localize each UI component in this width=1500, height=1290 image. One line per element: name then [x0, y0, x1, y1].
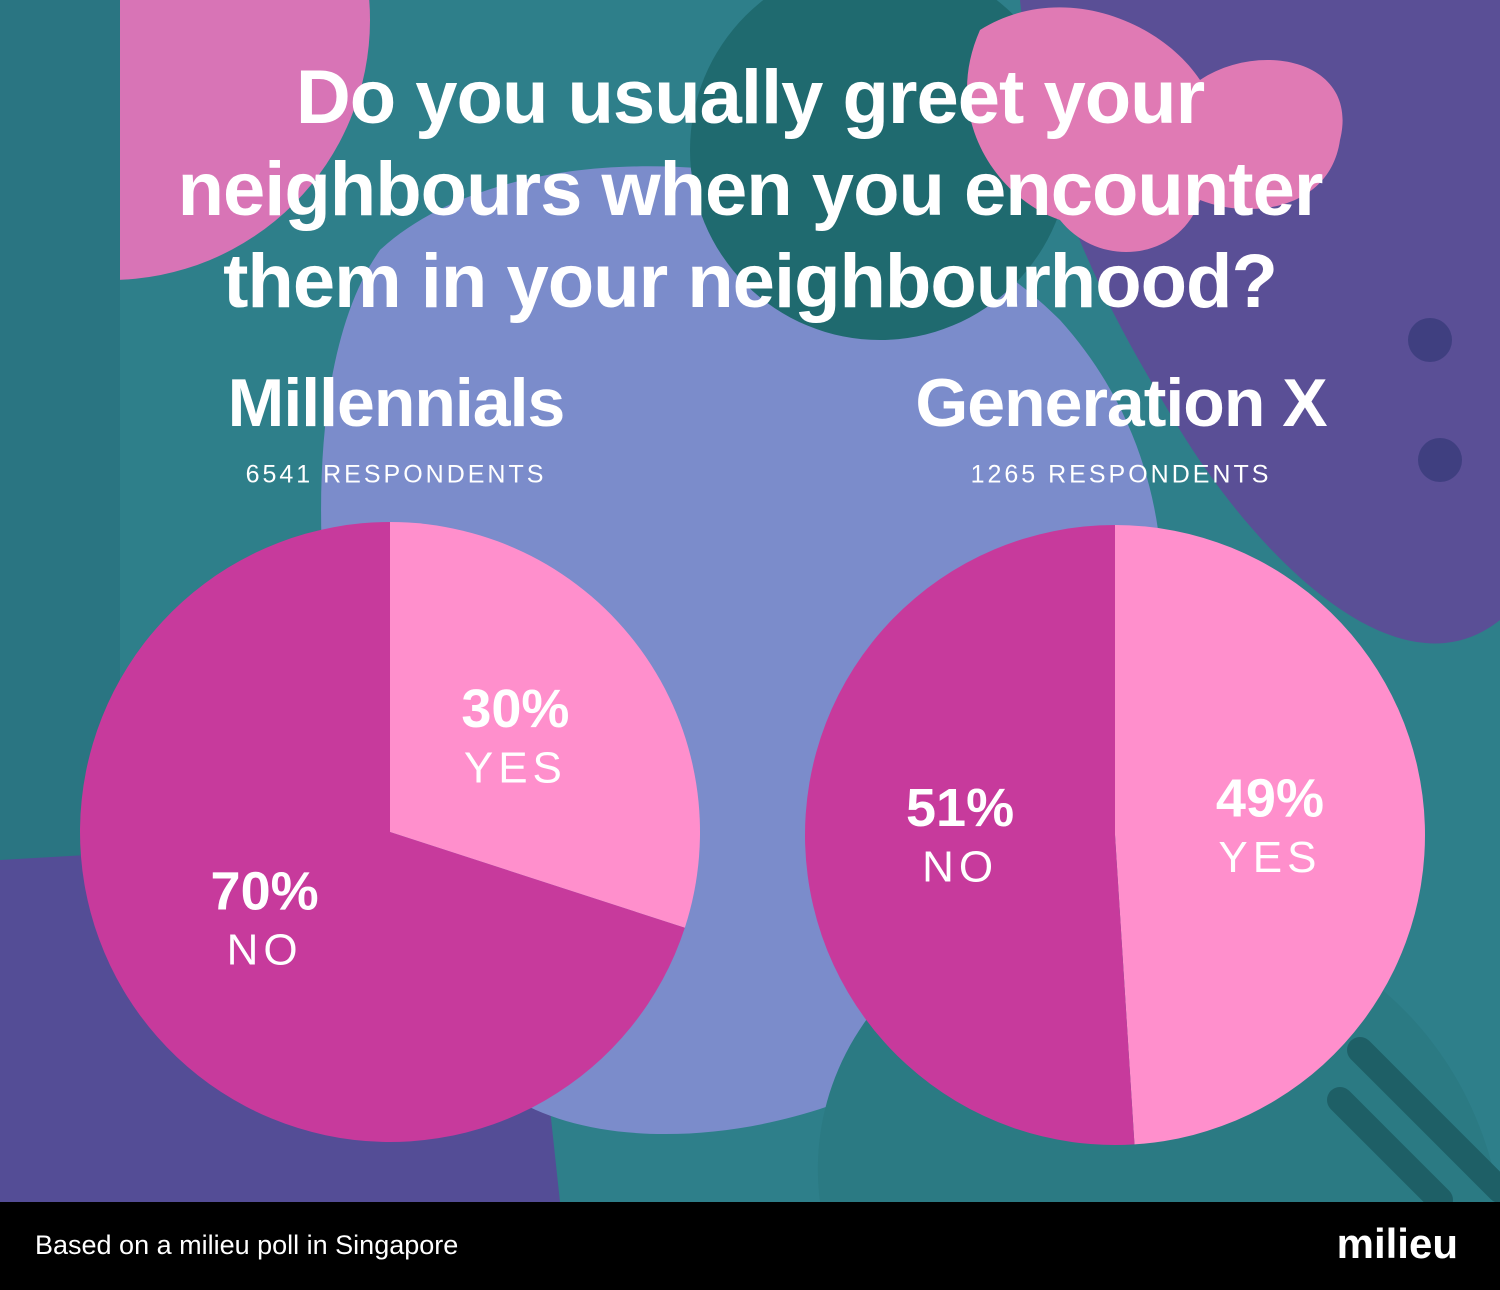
category-label: NO — [227, 926, 303, 975]
category-label: YES — [1218, 833, 1321, 882]
pie-slice — [390, 522, 701, 928]
pie-slice — [80, 522, 685, 1142]
chart: Millennials 6541 RESPONDENTS 30% YES 70% NO Ge… — [0, 0, 1500, 1202]
value-label: 49% — [1216, 768, 1324, 828]
source-note: Based on a milieu poll in Singapore — [35, 1230, 459, 1260]
value-label: 70% — [211, 861, 319, 921]
main-title: Do you usually greet your neighbours whe… — [177, 55, 1324, 324]
value-label: 51% — [906, 778, 1014, 838]
background — [0, 0, 1500, 1202]
category-label: NO — [922, 842, 998, 891]
category-label: YES — [464, 744, 567, 793]
logo: milieu — [1336, 1220, 1458, 1267]
chart-subtitle: 6541 RESPONDENTS — [246, 461, 547, 489]
value-label: 30% — [461, 679, 569, 739]
chart-title: Millennials — [228, 365, 565, 441]
chart-title: Generation X — [915, 365, 1327, 441]
chart-subtitle: 1265 RESPONDENTS — [971, 461, 1272, 489]
pie-slice — [804, 525, 1135, 1146]
pie-slice — [1115, 525, 1425, 1145]
footer: Based on a milieu poll in Singapore mili… — [0, 1202, 1500, 1290]
